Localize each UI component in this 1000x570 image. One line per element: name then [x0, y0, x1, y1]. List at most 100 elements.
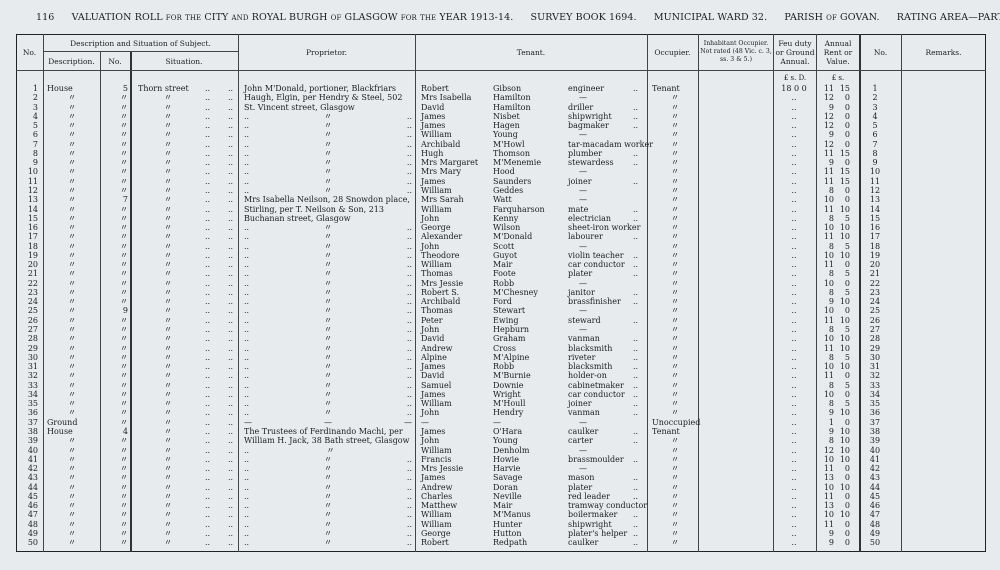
tenant-surname: Robb	[493, 362, 515, 372]
leader-dots: ..	[244, 473, 250, 483]
proprietor-ditto: 〃	[326, 445, 335, 455]
description-cell: 〃	[68, 204, 76, 214]
feu-duty: ..	[791, 501, 797, 511]
tenant-first-name: William	[421, 445, 452, 455]
leader-dots: ..	[228, 250, 234, 260]
proprietor-ditto: 〃	[324, 306, 332, 316]
row-number-right: 42	[869, 464, 881, 474]
situation-cell: 〃	[164, 473, 172, 483]
leader-dots: ..	[406, 501, 412, 511]
description-cell: 〃	[68, 334, 76, 344]
occupier-cell: 〃	[671, 130, 679, 140]
rent-shillings: 0	[844, 139, 850, 149]
header-rule	[16, 70, 986, 71]
rent-shillings: 0	[844, 491, 850, 501]
occupier-cell: 〃	[671, 93, 679, 103]
proprietor-ditto: 〃	[324, 167, 332, 177]
tenant-surname: M'Chesney	[493, 287, 538, 297]
row-number: 1	[32, 84, 38, 93]
row-number: 42	[27, 464, 38, 474]
proprietor-ditto: 〃	[324, 185, 332, 195]
proprietor-ditto: 〃	[324, 260, 332, 270]
feu-duty: ..	[791, 426, 797, 436]
tenant-occupation: —	[579, 195, 587, 205]
occupier-cell: 〃	[671, 287, 679, 297]
proprietor-ditto: 〃	[324, 148, 332, 158]
leader-dots: ..	[228, 315, 234, 325]
proprietor-cell: Stirling, per T. Neilson & Son, 213	[244, 204, 384, 214]
tenant-surname: Doran	[493, 482, 518, 492]
tenant-first-name: James	[421, 473, 446, 483]
leader-dots: ..	[228, 417, 234, 427]
row-number: 39	[27, 436, 38, 446]
leader-dots: ..	[244, 158, 250, 168]
feu-duty: ..	[791, 250, 797, 260]
feu-duty: ..	[791, 528, 797, 538]
tenant-occupation: —	[579, 130, 587, 140]
leader-dots: ..	[633, 426, 639, 436]
rent-pounds: 10	[823, 250, 834, 260]
tenant-occupation: plater's helper	[568, 528, 628, 538]
situation-cell: 〃	[164, 250, 172, 260]
row-number: 2	[32, 93, 38, 103]
feu-duty: ..	[791, 223, 797, 233]
feu-duty: ..	[791, 241, 797, 251]
leader-dots: ..	[633, 371, 639, 381]
row-number: 32	[27, 371, 38, 381]
leader-dots: ..	[244, 389, 250, 399]
leader-dots: ..	[205, 195, 211, 205]
leader-dots: ..	[205, 445, 211, 455]
tenant-occupation: —	[579, 167, 587, 177]
leader-dots: ..	[205, 269, 211, 279]
description-cell: 〃	[68, 538, 76, 548]
tenant-occupation: —	[579, 306, 587, 316]
occupier-cell: 〃	[671, 399, 679, 409]
row-number-right: 3	[872, 102, 878, 112]
leader-dots: ..	[228, 185, 234, 195]
tenant-surname: Hagen	[493, 121, 520, 131]
rent-shillings: 5	[844, 287, 850, 297]
proprietor-cell: .. 〃..	[244, 232, 412, 241]
rent-pounds: 9	[828, 538, 834, 548]
leader-dots: ..	[406, 148, 412, 158]
tenant-surname: Hutton	[493, 528, 522, 538]
leader-dots: ..	[205, 297, 211, 307]
description-cell: 〃	[68, 519, 76, 529]
subject-number: 〃	[120, 343, 128, 353]
leader-dots: ..	[633, 334, 639, 344]
tenant-occupation: holder-on	[568, 371, 607, 381]
leader-dots: ..	[633, 343, 639, 353]
leader-dots: ..	[228, 380, 234, 390]
situation-cell: 〃	[164, 269, 172, 279]
feu-duty: ..	[791, 408, 797, 418]
description-cell: 〃	[68, 287, 76, 297]
situation-cell: 〃	[164, 538, 172, 548]
feu-duty: ..	[791, 380, 797, 390]
tenant-occupation: blacksmith	[568, 362, 613, 372]
tenant-occupation: caulker	[568, 426, 599, 436]
rent-pounds: 11	[823, 260, 834, 270]
tenant-first-name: Peter	[421, 315, 443, 325]
proprietor-ditto: 〃	[324, 352, 332, 362]
leader-dots: ..	[205, 389, 211, 399]
proprietor-cell: .. 〃..	[244, 186, 412, 195]
description-cell: 〃	[68, 306, 76, 316]
row-number: 27	[27, 325, 38, 335]
leader-dots: ..	[205, 185, 211, 195]
situation-cell: 〃	[164, 426, 172, 436]
row-number: 34	[27, 389, 38, 399]
subject-number: 〃	[120, 148, 128, 158]
col-feu-duty: Feu duty or Ground Annual.	[775, 39, 815, 66]
leader-dots: ..	[244, 399, 250, 409]
leader-dots: ..	[205, 278, 211, 288]
row-number-right: 15	[869, 213, 881, 223]
row-number: 43	[27, 473, 38, 483]
tenant-surname: Hunter	[493, 519, 523, 529]
leader-dots: ..	[406, 158, 412, 168]
tenant-first-name: John	[421, 325, 440, 335]
rent-pounds: 8	[828, 287, 834, 297]
leader-dots: ..	[205, 204, 211, 214]
proprietor-cell: .. 〃..	[244, 334, 412, 343]
leader-dots: ..	[244, 315, 250, 325]
row-number-right: 7	[872, 139, 878, 149]
